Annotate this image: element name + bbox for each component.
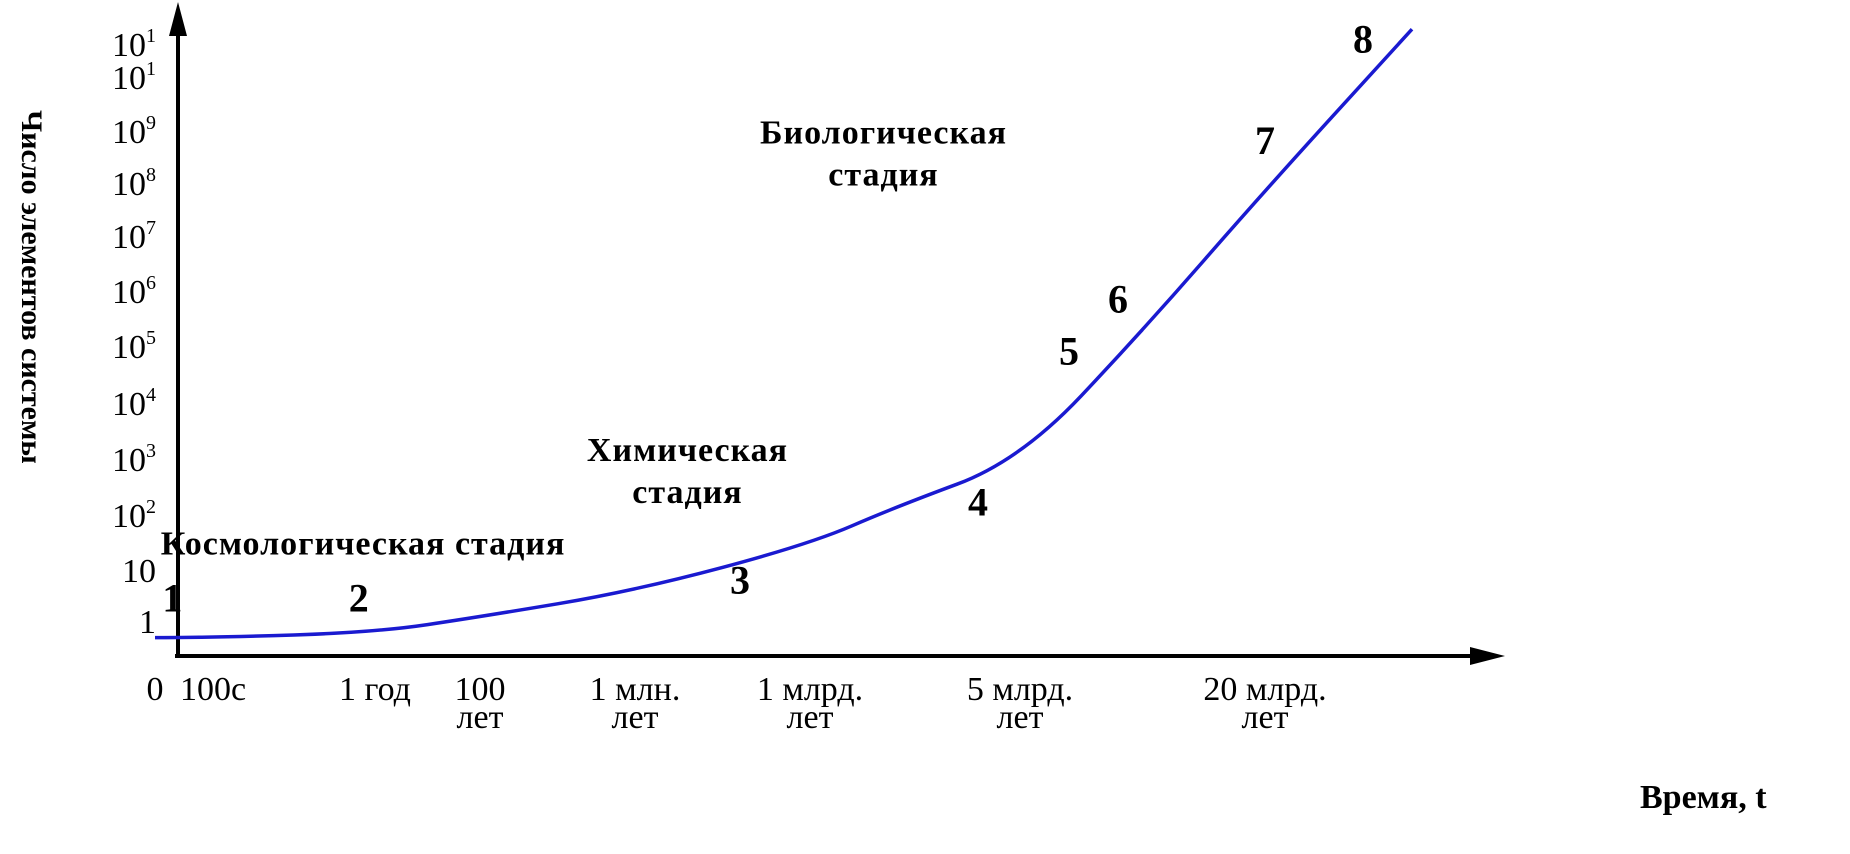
y-tick-label: 106 bbox=[112, 272, 156, 311]
y-tick-label: 102 bbox=[112, 496, 156, 535]
axes bbox=[169, 2, 1505, 665]
point-label: 2 bbox=[349, 576, 369, 621]
x-tick-label: 1 млн. bbox=[590, 671, 681, 708]
y-tick-label: 107 bbox=[112, 217, 156, 256]
x-tick-label: 100с bbox=[180, 671, 246, 708]
x-axis-arrow bbox=[1470, 647, 1505, 665]
point-labels: 1 2 3 4 56 7 8 bbox=[162, 17, 1373, 621]
y-tick-label: 103 bbox=[112, 440, 156, 479]
x-tick-label: 100 bbox=[455, 671, 506, 708]
x-tick-label: 1 млрд. bbox=[757, 671, 863, 708]
y-axis-title: Число элементов системы bbox=[15, 110, 48, 464]
stage-annotations: Космологическая стадия Химическая стадия Би… bbox=[161, 115, 1007, 563]
stage-annotation: стадия bbox=[632, 474, 742, 511]
series-group bbox=[154, 28, 1414, 640]
x-tick-label-line2: лет bbox=[457, 699, 504, 736]
point-label: 4 bbox=[968, 479, 988, 524]
series-line bbox=[154, 28, 1414, 640]
point-label: 1 bbox=[162, 576, 182, 621]
x-tick-label-line2: лет bbox=[612, 699, 659, 736]
point-label: 7 bbox=[1255, 118, 1275, 163]
stage-annotation: Космологическая стадия bbox=[161, 525, 566, 562]
y-tick-label: 10 bbox=[122, 553, 156, 590]
stage-annotation: Химическая bbox=[587, 432, 788, 469]
y-tick-label: 104 bbox=[112, 384, 156, 423]
point-label: 3 bbox=[730, 557, 750, 602]
x-tick-label: 5 млрд. bbox=[967, 671, 1073, 708]
point-label: 6 bbox=[1108, 277, 1128, 322]
stage-annotation: Биологическая bbox=[760, 115, 1007, 152]
y-tick-label: 108 bbox=[112, 164, 156, 203]
x-tick-label: 20 млрд. bbox=[1203, 671, 1326, 708]
x-tick-label-line2: лет bbox=[997, 699, 1044, 736]
y-tick-label: 109 bbox=[112, 112, 156, 151]
stage-annotation: стадия bbox=[828, 157, 938, 194]
x-axis-title: Время, t bbox=[1640, 779, 1767, 816]
y-tick-label: 1 bbox=[139, 604, 156, 641]
point-label: 8 bbox=[1353, 17, 1373, 62]
x-tick-label: 0 bbox=[147, 671, 164, 708]
x-tick-label-line2: лет bbox=[787, 699, 834, 736]
y-tick-label: 105 bbox=[112, 327, 156, 366]
y-axis-arrow bbox=[169, 2, 187, 36]
x-tick-label-line2: лет bbox=[1242, 699, 1289, 736]
point-label: 5 bbox=[1059, 329, 1079, 374]
x-tick-label: 1 год bbox=[339, 671, 411, 708]
